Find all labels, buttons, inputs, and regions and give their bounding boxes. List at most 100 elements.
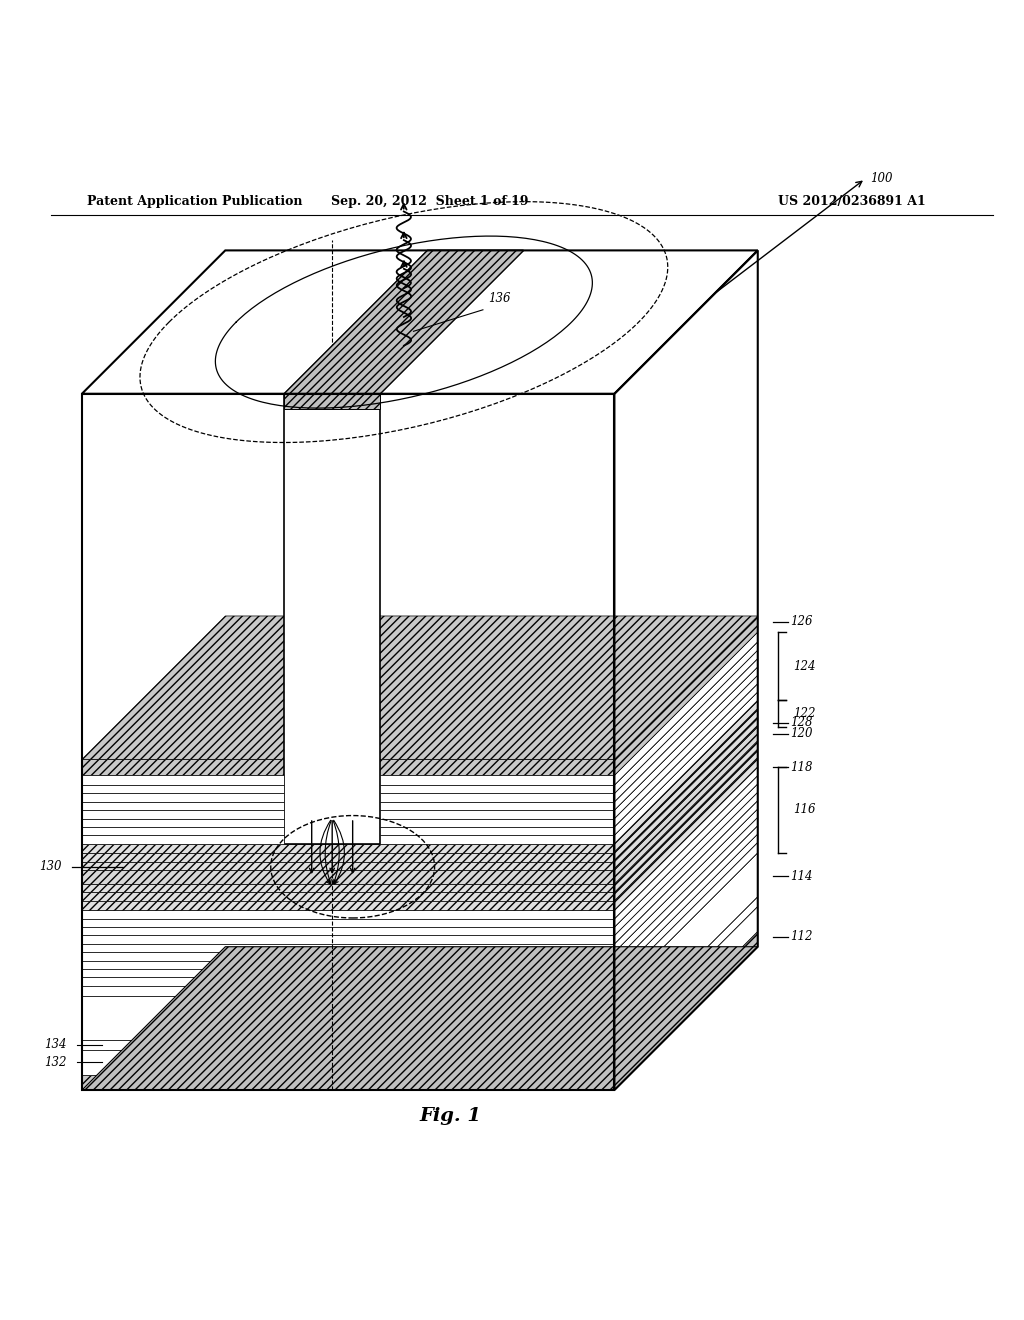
Polygon shape (82, 997, 614, 1040)
Polygon shape (82, 932, 758, 1074)
Polygon shape (82, 785, 285, 793)
Text: 126: 126 (791, 615, 813, 628)
Polygon shape (82, 862, 614, 870)
Polygon shape (82, 836, 614, 843)
Polygon shape (82, 775, 614, 785)
Polygon shape (82, 853, 614, 862)
Polygon shape (82, 741, 758, 884)
Polygon shape (82, 826, 285, 836)
Polygon shape (614, 825, 758, 977)
Text: 132: 132 (44, 1056, 67, 1069)
Polygon shape (82, 649, 758, 793)
Polygon shape (82, 892, 614, 900)
Polygon shape (82, 775, 758, 919)
Polygon shape (614, 684, 758, 836)
Polygon shape (380, 801, 614, 810)
Polygon shape (380, 775, 614, 785)
Polygon shape (82, 810, 614, 818)
Polygon shape (614, 817, 758, 969)
Polygon shape (380, 785, 614, 793)
Polygon shape (82, 961, 614, 969)
Polygon shape (82, 1040, 614, 1049)
Polygon shape (82, 896, 758, 1040)
Polygon shape (614, 718, 758, 870)
Polygon shape (614, 853, 758, 1040)
Polygon shape (614, 809, 758, 961)
Polygon shape (82, 759, 614, 775)
Text: Sep. 20, 2012  Sheet 1 of 19: Sep. 20, 2012 Sheet 1 of 19 (332, 195, 528, 207)
Polygon shape (82, 1049, 614, 1074)
Text: 116: 116 (794, 804, 816, 816)
Polygon shape (82, 785, 614, 793)
Text: 124: 124 (794, 660, 816, 673)
Text: 112: 112 (791, 931, 813, 942)
Polygon shape (82, 675, 758, 818)
Polygon shape (82, 927, 614, 936)
Polygon shape (285, 251, 523, 393)
Text: 128: 128 (791, 715, 813, 729)
Polygon shape (614, 834, 758, 986)
Polygon shape (82, 817, 758, 961)
Text: 130: 130 (39, 861, 61, 874)
Polygon shape (614, 649, 758, 801)
Polygon shape (82, 834, 758, 977)
Text: Patent Application Publication: Patent Application Publication (87, 195, 302, 207)
Polygon shape (82, 642, 758, 785)
Polygon shape (614, 700, 758, 853)
Polygon shape (82, 853, 758, 997)
Polygon shape (614, 800, 758, 952)
Polygon shape (82, 836, 285, 843)
Polygon shape (82, 818, 614, 826)
Text: 100: 100 (870, 172, 893, 185)
Polygon shape (82, 710, 758, 853)
Polygon shape (82, 793, 614, 801)
Polygon shape (82, 632, 758, 775)
Polygon shape (614, 632, 758, 785)
Polygon shape (614, 792, 758, 944)
Polygon shape (82, 969, 614, 977)
Polygon shape (82, 692, 758, 836)
Polygon shape (380, 826, 614, 836)
Polygon shape (82, 907, 758, 1049)
Polygon shape (285, 393, 380, 409)
Polygon shape (82, 911, 614, 919)
Polygon shape (82, 870, 614, 884)
Polygon shape (614, 692, 758, 843)
Polygon shape (614, 842, 758, 997)
Text: 120: 120 (791, 727, 813, 741)
Text: 134: 134 (44, 1039, 67, 1051)
Polygon shape (82, 758, 758, 900)
Text: US 2012/0236891 A1: US 2012/0236891 A1 (778, 195, 926, 207)
Polygon shape (285, 393, 380, 843)
Text: 118: 118 (791, 760, 813, 774)
Polygon shape (614, 616, 758, 775)
Polygon shape (82, 818, 285, 826)
Polygon shape (82, 684, 758, 826)
Polygon shape (614, 784, 758, 936)
Polygon shape (380, 793, 614, 801)
Polygon shape (285, 251, 523, 393)
Polygon shape (82, 826, 614, 836)
Polygon shape (82, 616, 758, 759)
Polygon shape (82, 700, 758, 843)
Text: 114: 114 (791, 870, 813, 883)
Polygon shape (82, 1074, 614, 1090)
Polygon shape (82, 727, 758, 870)
Polygon shape (82, 946, 758, 1090)
Polygon shape (380, 818, 614, 826)
Polygon shape (82, 809, 758, 952)
Polygon shape (82, 900, 614, 911)
Polygon shape (82, 659, 758, 801)
Polygon shape (82, 825, 758, 969)
Polygon shape (380, 810, 614, 818)
Polygon shape (82, 775, 285, 785)
Polygon shape (82, 884, 614, 892)
Polygon shape (614, 896, 758, 1049)
Polygon shape (614, 675, 758, 826)
Polygon shape (614, 907, 758, 1074)
Polygon shape (614, 642, 758, 793)
Polygon shape (82, 944, 614, 952)
Polygon shape (82, 919, 614, 927)
Text: 122: 122 (794, 708, 816, 719)
Polygon shape (82, 800, 758, 944)
